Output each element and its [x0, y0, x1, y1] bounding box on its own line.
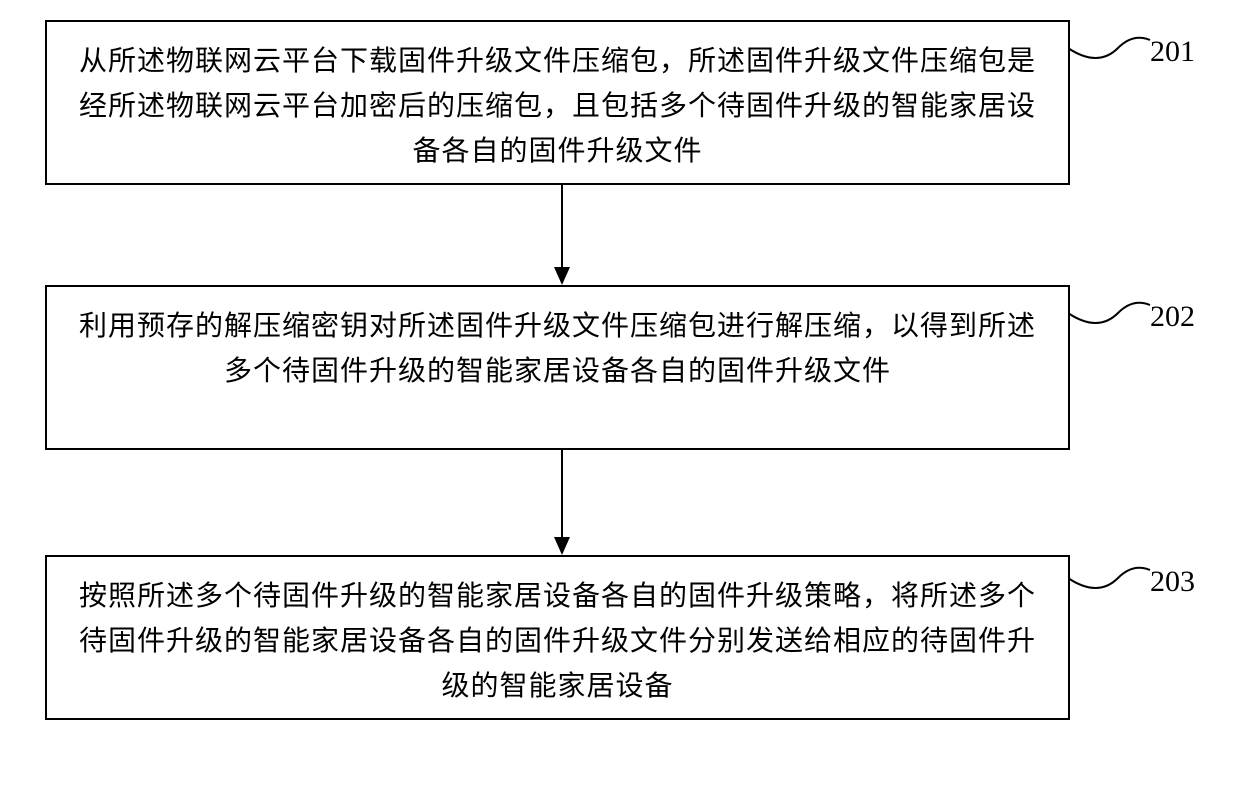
firmware-upgrade-flowchart: 从所述物联网云平台下载固件升级文件压缩包，所述固件升级文件压缩包是经所述物联网云…: [0, 0, 1240, 797]
step-label-201: 201: [1150, 35, 1195, 69]
flow-step-201: 从所述物联网云平台下载固件升级文件压缩包，所述固件升级文件压缩包是经所述物联网云…: [45, 20, 1070, 185]
step-201-text: 从所述物联网云平台下载固件升级文件压缩包，所述固件升级文件压缩包是经所述物联网云…: [79, 46, 1036, 167]
flow-step-202: 利用预存的解压缩密钥对所述固件升级文件压缩包进行解压缩，以得到所述多个待固件升级…: [45, 285, 1070, 450]
connector-curve-3: [1068, 558, 1153, 598]
step-202-text: 利用预存的解压缩密钥对所述固件升级文件压缩包进行解压缩，以得到所述多个待固件升级…: [79, 311, 1036, 387]
step-203-text: 按照所述多个待固件升级的智能家居设备各自的固件升级策略，将所述多个待固件升级的智…: [79, 581, 1036, 702]
arrow-2-to-3: [552, 450, 572, 555]
connector-curve-2: [1068, 293, 1153, 333]
flow-step-203: 按照所述多个待固件升级的智能家居设备各自的固件升级策略，将所述多个待固件升级的智…: [45, 555, 1070, 720]
connector-curve-1: [1068, 28, 1153, 68]
step-label-203: 203: [1150, 565, 1195, 599]
arrow-1-to-2: [552, 185, 572, 285]
step-label-202: 202: [1150, 300, 1195, 334]
